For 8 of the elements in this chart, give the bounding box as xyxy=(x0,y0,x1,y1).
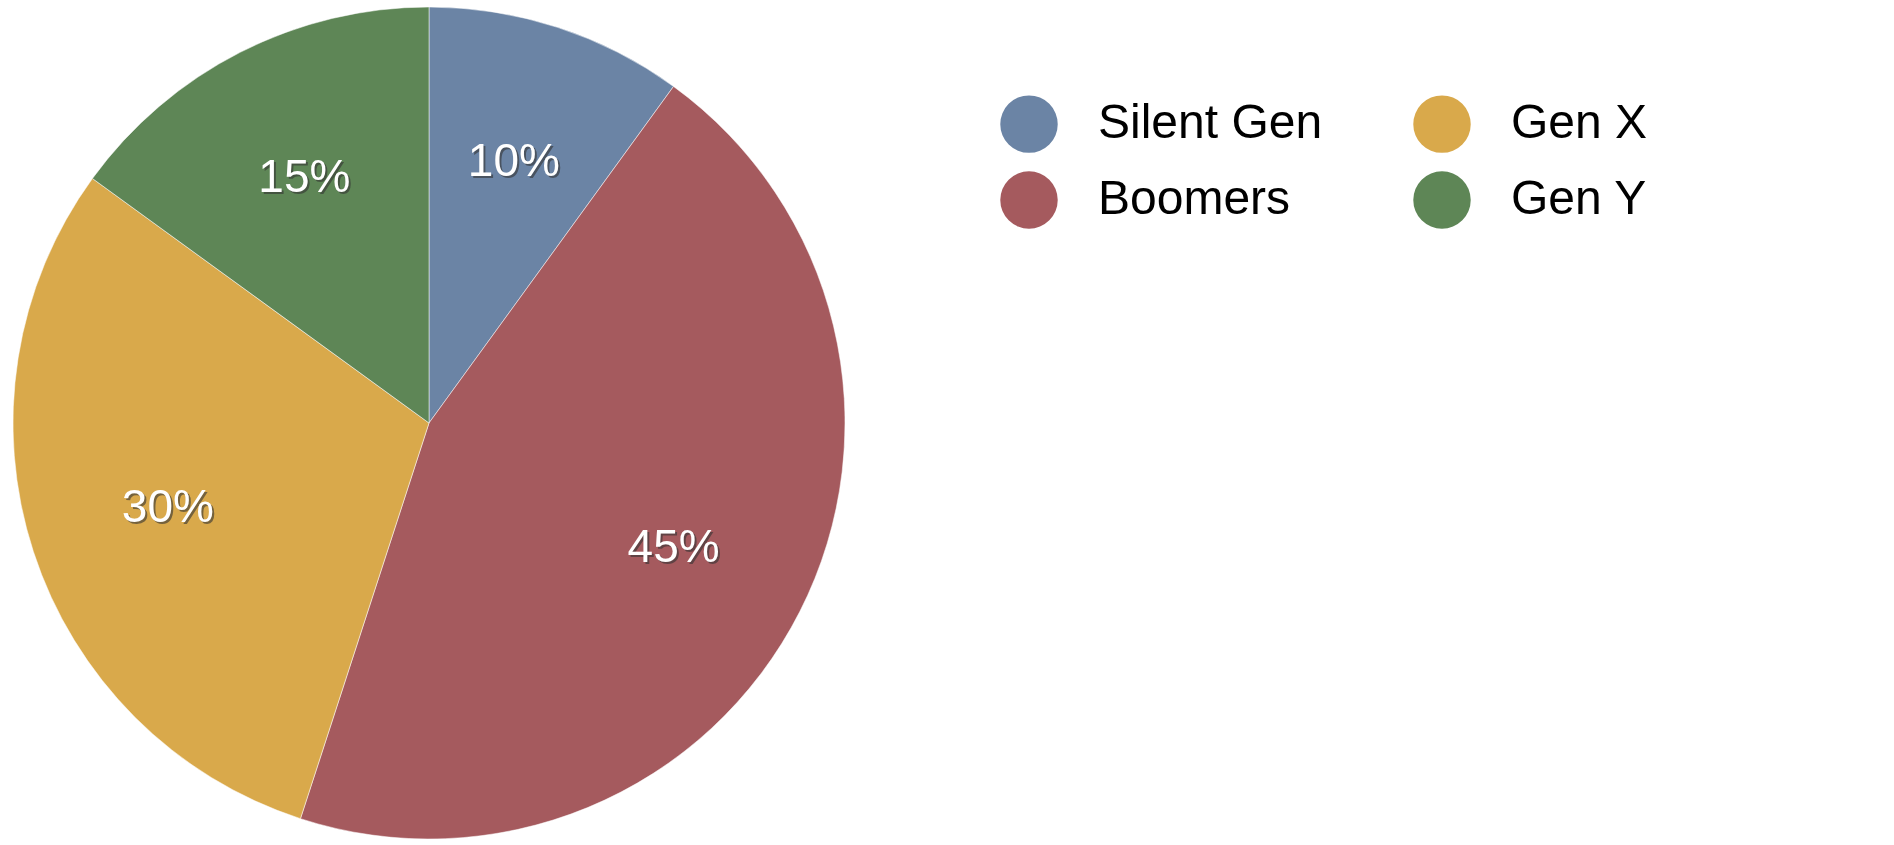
legend-label: Silent Gen xyxy=(1098,95,1323,149)
legend-label: Gen X xyxy=(1511,95,1648,149)
data-label: 10% xyxy=(469,135,562,188)
data-label: 30% xyxy=(123,481,216,534)
legend-label: Boomers xyxy=(1098,171,1291,224)
data-label: 45% xyxy=(629,521,722,574)
data-label: 15% xyxy=(260,152,353,205)
legend-label: Gen Y xyxy=(1511,171,1647,224)
